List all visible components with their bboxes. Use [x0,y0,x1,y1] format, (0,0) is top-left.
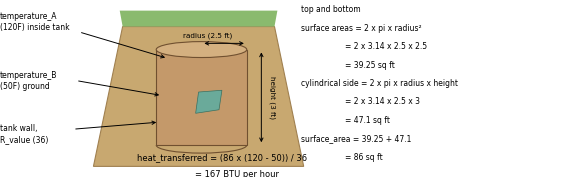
Text: = 2 x 3.14 x 2.5 x 2.5: = 2 x 3.14 x 2.5 x 2.5 [345,42,427,51]
Text: radius (2.5 ft): radius (2.5 ft) [183,32,232,39]
Text: temperature_A
(120F) inside tank: temperature_A (120F) inside tank [0,12,69,33]
Polygon shape [156,50,246,145]
Text: = 47.1 sq ft: = 47.1 sq ft [345,116,390,125]
Text: = 167 BTU per hour: = 167 BTU per hour [194,170,279,177]
Polygon shape [120,11,277,27]
Text: top and bottom: top and bottom [301,5,360,14]
Polygon shape [196,90,222,113]
Text: tank wall,
R_value (36): tank wall, R_value (36) [0,124,48,144]
Text: temperature_B
(50F) ground: temperature_B (50F) ground [0,71,57,91]
Text: = 86 sq ft: = 86 sq ft [345,153,383,162]
Text: height (3 ft): height (3 ft) [269,76,275,119]
Text: cylindrical side = 2 x pi x radius x height: cylindrical side = 2 x pi x radius x hei… [301,79,458,88]
Text: = 39.25 sq ft: = 39.25 sq ft [345,61,394,70]
Polygon shape [93,27,304,166]
Text: heat_transferred = (86 x (120 - 50)) / 36: heat_transferred = (86 x (120 - 50)) / 3… [137,153,307,162]
Text: surface_area = 39.25 + 47.1: surface_area = 39.25 + 47.1 [301,134,411,143]
Text: surface areas = 2 x pi x radius²: surface areas = 2 x pi x radius² [301,24,422,33]
Text: = 2 x 3.14 x 2.5 x 3: = 2 x 3.14 x 2.5 x 3 [345,97,419,106]
Ellipse shape [156,42,246,58]
